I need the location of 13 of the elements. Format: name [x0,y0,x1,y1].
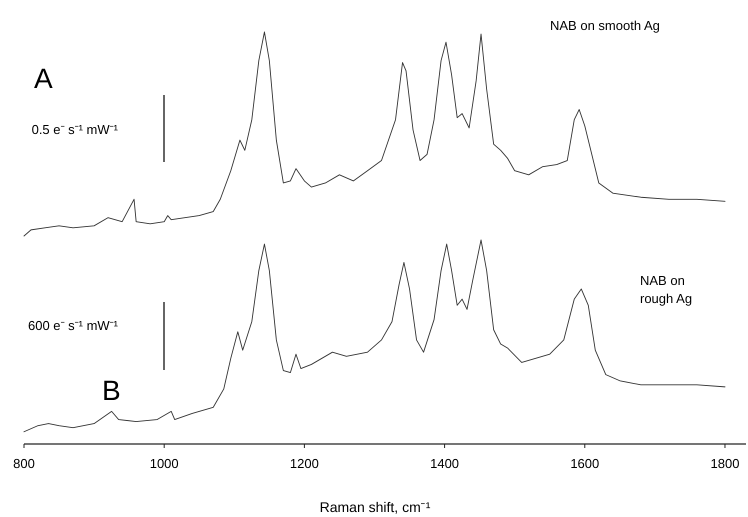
text: A [34,63,53,94]
text: B [102,375,121,406]
x-tick-label: 1000 [150,456,179,471]
x-axis-title: Raman shift, cm⁻¹ [320,499,431,515]
x-tick-label: 1600 [570,456,600,471]
annotation: 0.5 e⁻ s⁻¹ mW⁻¹ [32,122,119,137]
x-tick-label: 800 [13,456,35,471]
annotation: NAB on rough Ag [640,273,692,306]
annotation: 600 e⁻ s⁻¹ mW⁻¹ [28,318,119,333]
x-tick-label: 1200 [290,456,319,471]
x-tick-label: 1800 [710,456,740,471]
annotation: NAB on smooth Ag [550,18,660,33]
x-tick-label: 1400 [430,456,460,471]
